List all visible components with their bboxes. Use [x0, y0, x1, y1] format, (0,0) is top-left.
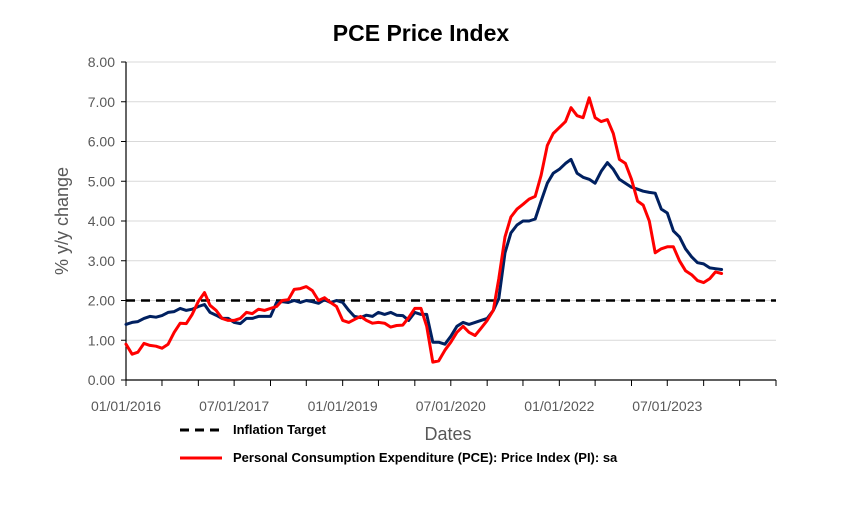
x-tick-label: 01/01/2019: [308, 398, 378, 414]
y-tick-labels: 0.00 1.00 2.00 3.00 4.00 5.00 6.00 7.00 8.00: [88, 54, 115, 388]
x-axis-label: Dates: [424, 424, 471, 444]
x-tick-label: 01/01/2016: [91, 398, 161, 414]
y-tick-label: 8.00: [88, 54, 115, 70]
x-tick-label: 01/01/2022: [524, 398, 594, 414]
y-tick-label: 5.00: [88, 173, 115, 189]
y-tick-label: 2.00: [88, 293, 115, 309]
x-tick-label: 07/01/2020: [416, 398, 486, 414]
gridlines: [126, 61, 776, 341]
y-tick-label: 1.00: [88, 332, 115, 348]
x-tick-label: 07/01/2023: [632, 398, 702, 414]
legend-label: Inflation Target: [233, 422, 327, 437]
chart-title: PCE Price Index: [333, 20, 510, 46]
axes: [121, 61, 777, 386]
y-tick-label: 6.00: [88, 134, 115, 150]
legend-label: Personal Consumption Expenditure (PCE): …: [233, 450, 618, 465]
y-tick-label: 7.00: [88, 94, 115, 110]
y-tick-label: 4.00: [88, 213, 115, 229]
legend: Inflation Target Personal Consumption Exp…: [180, 422, 618, 465]
y-axis-label: % y/y change: [52, 167, 72, 275]
y-tick-label: 0.00: [88, 372, 115, 388]
pce-line: [124, 96, 724, 364]
x-tick-labels: 01/01/2016 07/01/2017 01/01/2019 07/01/2020…: [91, 398, 703, 414]
y-tick-label: 3.00: [88, 253, 115, 269]
x-tick-label: 07/01/2017: [199, 398, 269, 414]
series-lines: [124, 96, 776, 364]
